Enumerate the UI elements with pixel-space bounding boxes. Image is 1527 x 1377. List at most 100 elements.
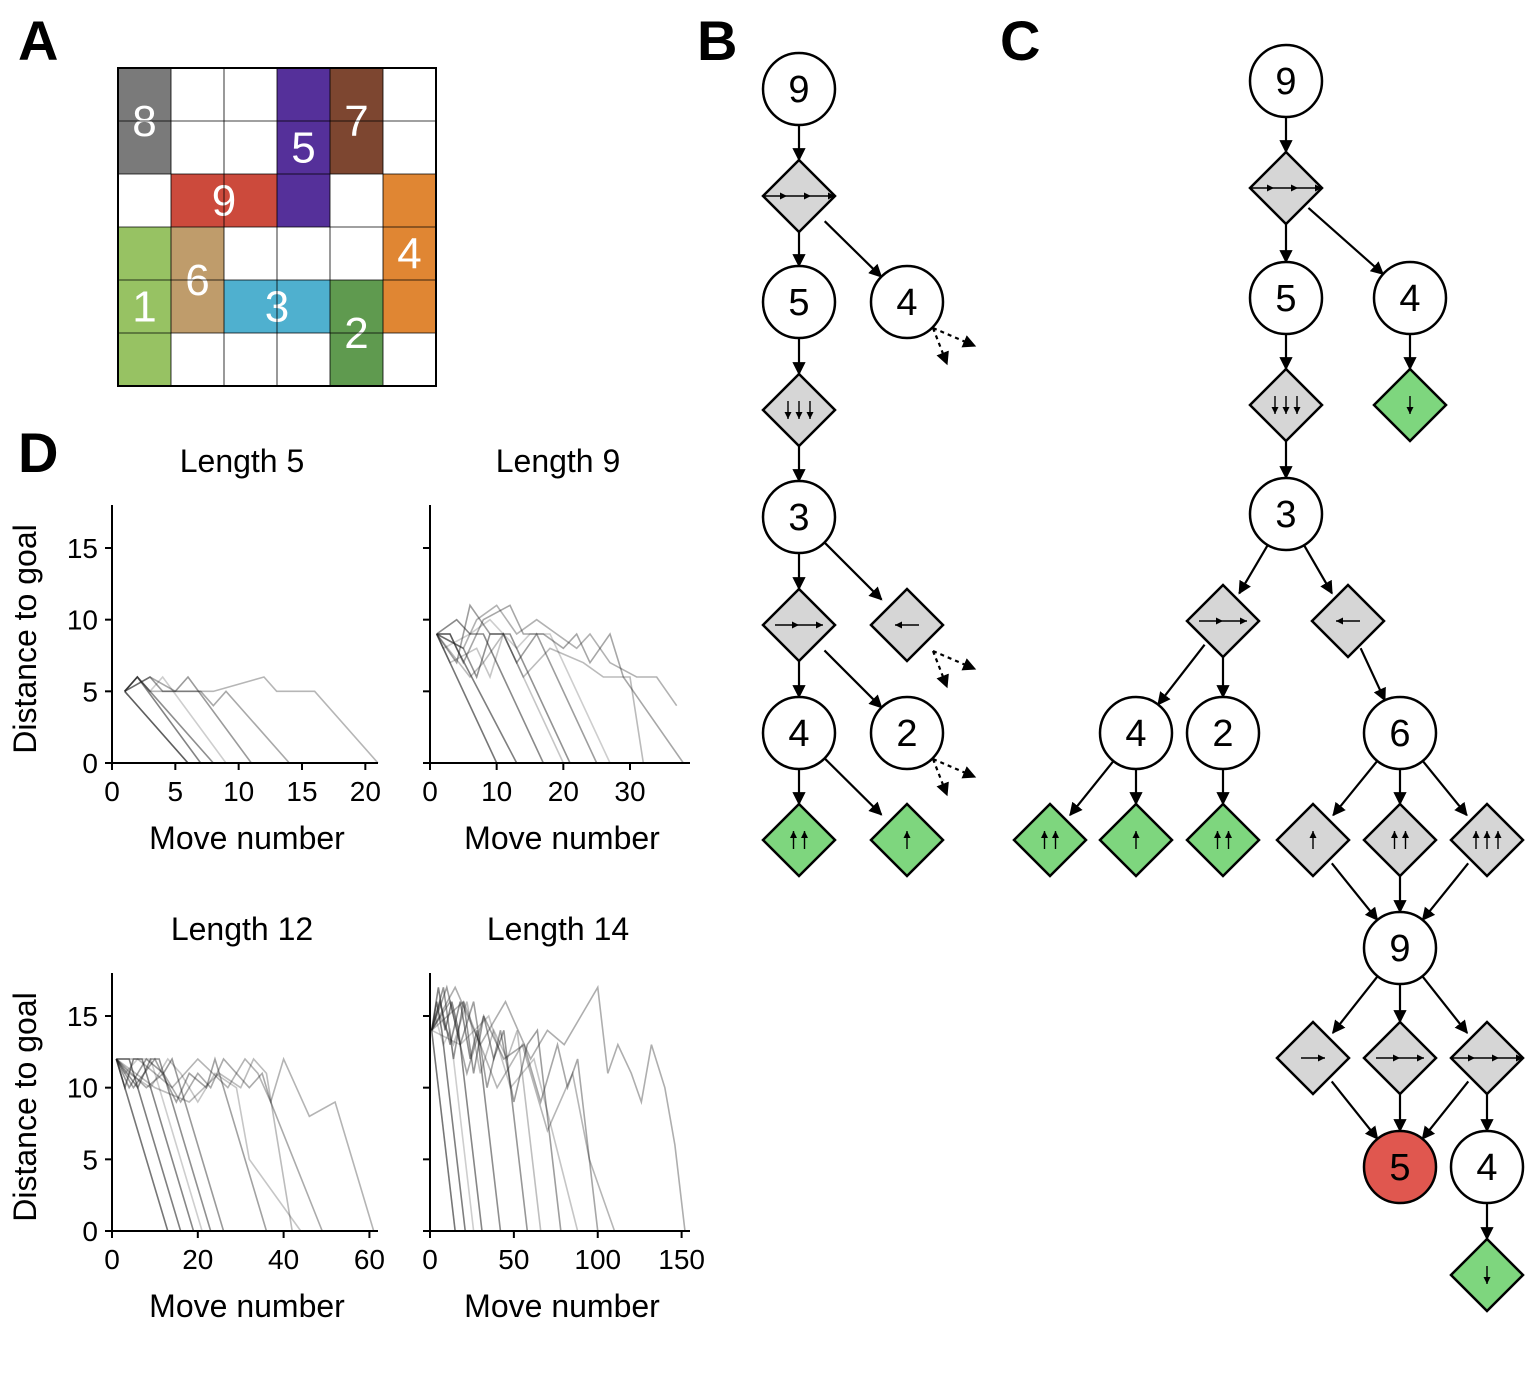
move-node [1248, 367, 1324, 443]
trajectory-line [124, 690, 189, 764]
car-cell [277, 121, 330, 174]
move-node-diamond [1012, 802, 1088, 878]
move-node [1310, 583, 1386, 659]
car-node-circle [761, 479, 837, 555]
tree-edge [1421, 1080, 1470, 1140]
move-node [761, 587, 837, 663]
trajectory-line [430, 1012, 475, 1232]
move-node-diamond [761, 802, 837, 878]
right-arrows-icon [1376, 1054, 1424, 1062]
chart: 0 5 10 15 20 0 5 10 15 Length 5 Move number Distanc… [7, 443, 381, 856]
car-cell [171, 227, 224, 280]
trajectory-line [436, 618, 545, 764]
move-node [761, 372, 837, 448]
tree-edge [1238, 544, 1269, 595]
trajectory-line [436, 633, 518, 764]
chart-title: Length 5 [180, 443, 305, 479]
trajectory-line [115, 1057, 323, 1232]
x-tick-label: 30 [614, 776, 645, 807]
car-node-circle [1248, 260, 1324, 336]
arrow-head [1391, 831, 1398, 838]
trajectory-line [435, 618, 611, 764]
x-axis-label: Move number [149, 820, 345, 856]
arrow-head [1240, 617, 1247, 625]
car-node: 9 [1362, 910, 1438, 986]
arrow-head [784, 412, 792, 419]
car-node: 5 [761, 264, 837, 340]
arrow-head [1492, 1054, 1499, 1062]
arrow-head [1132, 831, 1140, 838]
tree-edge [1330, 1080, 1379, 1140]
up-arrows-icon [903, 831, 911, 849]
x-axis-label: Move number [464, 820, 660, 856]
move-node-diamond [1362, 802, 1438, 878]
up-arrows-icon [1041, 831, 1059, 849]
x-tick-label: 0 [104, 776, 120, 807]
trajectory-line [430, 987, 529, 1232]
trajectory-line [115, 1057, 293, 1232]
car-node-label: 6 [1389, 713, 1410, 755]
arrow-head [1214, 831, 1221, 838]
arrow-head [1318, 1054, 1325, 1062]
car-label: 7 [344, 97, 368, 146]
car-node-label: 3 [1275, 494, 1296, 536]
tree-edge [823, 220, 883, 278]
arrow-head [801, 831, 808, 838]
car-label: 6 [185, 256, 209, 305]
panel-letter-c: C [1000, 9, 1040, 72]
trajectory-line [430, 1030, 456, 1232]
move-node [761, 158, 837, 234]
car-node-circle [1362, 910, 1438, 986]
car-node-circle [1362, 1129, 1438, 1205]
tree-edge [1330, 862, 1379, 921]
x-tick-label: 10 [223, 776, 254, 807]
car-cell [171, 174, 224, 227]
car-node-circle [1248, 43, 1324, 119]
arrow-head [1494, 831, 1502, 838]
trajectory-line [115, 1058, 195, 1232]
move-node [1248, 150, 1324, 226]
car-cell [277, 174, 330, 227]
chart-title: Length 9 [496, 443, 621, 479]
car-label: 1 [132, 283, 156, 332]
car-cell [330, 121, 383, 174]
tree-edge [1303, 544, 1333, 595]
down-arrows-icon [784, 401, 814, 419]
car-cell [171, 280, 224, 333]
search-tree-c: 9 5 4 3 4 2 6 9 5 4 [1012, 43, 1525, 1313]
car-cell [118, 121, 171, 174]
move-node [1449, 802, 1525, 878]
trajectory-line [124, 675, 227, 764]
arrow-head [1406, 407, 1414, 414]
arrow-head [1293, 407, 1301, 414]
tree-edge [1069, 760, 1115, 817]
trajectory-line [115, 1056, 268, 1232]
trajectory-line [116, 1058, 182, 1232]
arrow-head [1225, 831, 1232, 838]
y-axis-label: Distance to goal [7, 992, 43, 1221]
move-node [1372, 367, 1448, 443]
board-border [117, 67, 437, 387]
y-tick-label: 5 [82, 1144, 98, 1175]
move-node [1449, 1020, 1525, 1096]
car-cell [383, 174, 436, 227]
car-node-circle [1248, 476, 1324, 552]
arrow-head [795, 412, 803, 419]
car-node-circle [869, 695, 945, 771]
trajectory-line [115, 1057, 225, 1232]
trajectory-line [124, 675, 214, 764]
arrow-head [1267, 184, 1274, 192]
tree-edge [1307, 207, 1385, 275]
trajectory-line [436, 604, 684, 764]
search-tree-b: 9 5 4 3 4 2 [761, 51, 977, 878]
car-node-circle [1372, 260, 1448, 336]
tree-edge [823, 541, 883, 601]
trajectory-line [436, 633, 571, 764]
move-node [761, 802, 837, 878]
up-arrows-icon [1214, 831, 1232, 849]
panel-letter-a: A [18, 9, 58, 72]
y-tick-label: 5 [82, 676, 98, 707]
down-arrows-icon [1406, 396, 1414, 414]
y-tick-label: 15 [67, 1001, 98, 1032]
